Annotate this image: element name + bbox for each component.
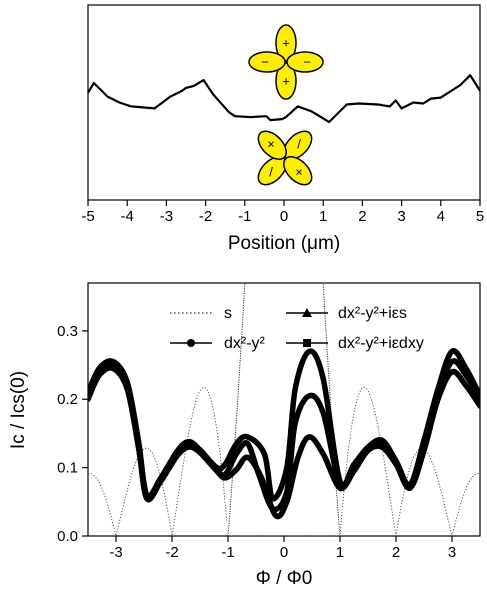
bottom-y-tick-label: 0.1 (57, 460, 78, 477)
legend-idxy-label: dx²-y²+iεdxy (338, 335, 424, 352)
series-s-line (88, 387, 480, 536)
top-x-tick-label: 4 (437, 208, 445, 225)
orbital-upper-left-lobe-sign: × (267, 137, 275, 152)
orbital-upper-right-lobe-sign: / (297, 137, 301, 152)
legend-dx2y2-marker (187, 339, 195, 347)
top-x-tick-label: 2 (358, 208, 366, 225)
top-panel: -5 -4 -3 -2 -1 0 1 2 3 4 5 + − − + × / × / Positio… (81, 4, 484, 254)
bottom-y-axis-title: Ic / Ics(0) (8, 371, 29, 449)
legend-is-marker (302, 308, 312, 317)
bottom-x-tick-label: -3 (109, 544, 122, 561)
series-dx2y2-idxy-line (88, 348, 480, 502)
orbital-left-lobe-sign: − (261, 55, 269, 70)
bottom-y-tick-label: 0.2 (57, 391, 78, 408)
bottom-x-tick-label: 3 (448, 544, 456, 561)
bottom-y-tick-label: 0.0 (57, 528, 78, 545)
top-x-tick-label: -2 (199, 208, 212, 225)
orbital-lower-right-lobe-sign: × (295, 165, 303, 180)
orbital-lower-left-lobe-sign: / (269, 165, 273, 180)
position-profile-line (87, 74, 481, 124)
top-x-tick-label: 5 (476, 208, 484, 225)
bottom-x-tick-label: -1 (221, 544, 234, 561)
bottom-y-ticks: 0.0 0.1 0.2 0.3 (57, 323, 88, 545)
bottom-y-tick-label: 0.3 (57, 323, 78, 340)
top-x-ticks: -5 -4 -3 -2 -1 0 1 2 3 4 5 (81, 200, 484, 225)
orbital-right-lobe-sign: − (303, 55, 311, 70)
orbital-top-lobe-sign: + (282, 36, 290, 51)
legend-idxy-marker (303, 339, 311, 347)
orbital-dxy-icon: × / × / (257, 130, 313, 186)
top-x-axis-title: Position (μm) (228, 233, 340, 254)
bottom-x-axis-title: Φ / Φ0 (256, 568, 313, 589)
top-x-tick-label: 1 (319, 208, 327, 225)
bottom-series-group (88, 283, 480, 536)
top-x-tick-label: -5 (81, 208, 94, 225)
orbital-bottom-lobe-sign: + (282, 74, 290, 89)
top-x-tick-label: -1 (238, 208, 251, 225)
top-x-tick-label: -3 (160, 208, 173, 225)
top-x-tick-label: -4 (121, 208, 134, 225)
legend-s-label: s (224, 305, 232, 322)
bottom-panel: -3 -2 -1 0 1 2 3 0.0 0.1 0.2 0.3 s dx²-y² dx²-y²+… (8, 282, 481, 589)
legend-is-label: dx²-y²+iεs (338, 305, 407, 322)
legend-dx2y2-label: dx²-y² (224, 335, 266, 352)
bottom-x-tick-label: 2 (392, 544, 400, 561)
bottom-x-ticks: -3 -2 -1 0 1 2 3 (109, 536, 456, 561)
legend: s dx²-y² dx²-y²+iεs dx²-y²+iεdxy (170, 305, 424, 352)
bottom-x-tick-label: 1 (336, 544, 344, 561)
top-x-tick-label: 3 (397, 208, 405, 225)
bottom-x-tick-label: 0 (280, 544, 288, 561)
bottom-x-tick-label: -2 (165, 544, 178, 561)
top-x-tick-label: 0 (280, 208, 288, 225)
orbital-dx2y2-icon: + − − + (248, 24, 324, 100)
